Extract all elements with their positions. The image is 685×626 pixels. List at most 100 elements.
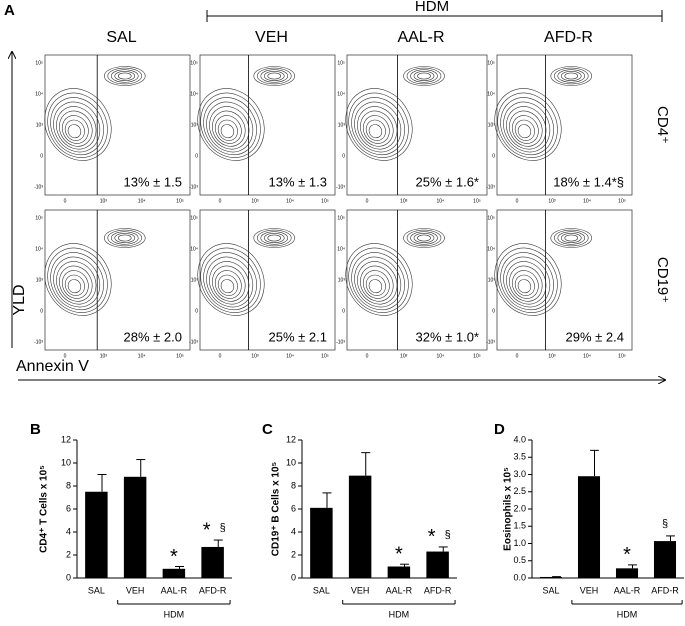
bar [426, 551, 449, 578]
contour [267, 72, 282, 80]
contour [114, 71, 136, 82]
plot-y-tick: -10³ [34, 184, 43, 190]
plot-y-tick: 10⁵ [487, 215, 495, 221]
contour [509, 265, 543, 302]
contour [200, 92, 261, 158]
contour [362, 115, 390, 144]
contour [564, 234, 579, 242]
y-tick-label: 6 [291, 503, 296, 513]
plot-x-tick: 10⁴ [138, 353, 146, 359]
percentage: 13% ± 1.3 [269, 174, 327, 189]
plot-frame [199, 209, 336, 351]
y-tick-label: 1.0 [513, 538, 526, 548]
x-tick-label: AAL-R [161, 585, 188, 595]
contour [494, 243, 562, 316]
plot-y-tick: -10³ [336, 339, 345, 345]
plot-frame [346, 209, 488, 351]
contour [357, 261, 398, 305]
annotation: * [170, 546, 178, 568]
contour [417, 234, 431, 242]
contour [209, 106, 250, 150]
plot-x-tick: 0 [366, 198, 369, 204]
contour [494, 88, 562, 161]
contour [47, 92, 108, 158]
contour [564, 72, 579, 80]
plot-x-tick: 10³ [400, 353, 408, 359]
x-tick-label: AAL-R [386, 585, 413, 595]
plot-x-tick: 10⁵ [618, 353, 626, 359]
contour [345, 88, 413, 161]
contour [214, 270, 242, 299]
plot-frame [496, 54, 633, 196]
contour [503, 101, 551, 153]
contour [256, 67, 292, 85]
bar [123, 476, 147, 578]
x-tick-label: SAL [88, 585, 105, 595]
percentage: 25% ± 2.1 [269, 329, 327, 344]
plot-y-tick: 10⁵ [35, 215, 43, 221]
plot-x-tick: 0 [516, 353, 519, 359]
panel-letter: A [4, 2, 15, 19]
plot-y-tick: 10³ [191, 122, 199, 128]
contour [203, 97, 257, 156]
plot-y-tick: 0 [492, 153, 495, 159]
column-label: VEH [255, 29, 288, 46]
plot-y-tick: 10³ [338, 277, 346, 283]
contour [413, 71, 435, 82]
contour [64, 274, 85, 296]
plot-y-tick: 10⁵ [487, 60, 495, 66]
contour [506, 106, 547, 150]
y-tick-label: 3.5 [513, 452, 526, 462]
contour [263, 233, 285, 244]
plot-y-tick: 10⁴ [337, 91, 345, 97]
bar [201, 546, 224, 578]
contour [263, 71, 285, 82]
plot-x-tick: 10⁴ [286, 353, 294, 359]
plot-y-tick: 10⁴ [35, 91, 43, 97]
plot-y-tick: -10³ [486, 339, 495, 345]
bar [387, 566, 411, 578]
contour [368, 279, 383, 294]
x-tick-label: AFD-R [424, 585, 452, 595]
y-axis-label: Eosinophils x 10⁵ [503, 467, 514, 551]
contour [351, 252, 405, 311]
y-tick-label: 1.5 [513, 521, 526, 531]
group-label: HDM [617, 609, 638, 619]
bar [348, 475, 372, 578]
contour [497, 92, 558, 158]
contour [103, 228, 146, 248]
contour [59, 110, 93, 147]
contour [212, 265, 246, 302]
contour [514, 119, 535, 141]
y-tick-label: 3.0 [513, 469, 526, 479]
contour [209, 261, 250, 305]
contour [117, 72, 132, 80]
contour [103, 66, 146, 86]
contour [220, 279, 235, 294]
annotation: * [203, 519, 211, 541]
contour [354, 101, 402, 153]
annotation: § [445, 529, 451, 541]
annotation: * [395, 543, 403, 565]
plot-x-tick: 10⁵ [321, 353, 329, 359]
contour [253, 66, 296, 86]
y-tick-label: 8 [66, 480, 71, 490]
panel-letter: C [262, 421, 273, 438]
y-tick-label: 2.0 [513, 503, 526, 513]
plot-y-tick: -10³ [486, 184, 495, 190]
y-tick-label: 12 [61, 434, 71, 444]
contour [117, 234, 132, 242]
contour [110, 231, 139, 245]
plot-x-tick: 0 [219, 198, 222, 204]
bar [577, 476, 601, 578]
group-label: HDM [389, 609, 410, 619]
contour [557, 231, 586, 245]
contour [107, 229, 143, 247]
contour [354, 256, 402, 308]
plot-y-tick: 10⁴ [190, 91, 198, 97]
contour [362, 270, 390, 299]
contour [417, 72, 431, 80]
contour [410, 69, 438, 83]
plot-x-tick: 10⁴ [138, 198, 146, 204]
